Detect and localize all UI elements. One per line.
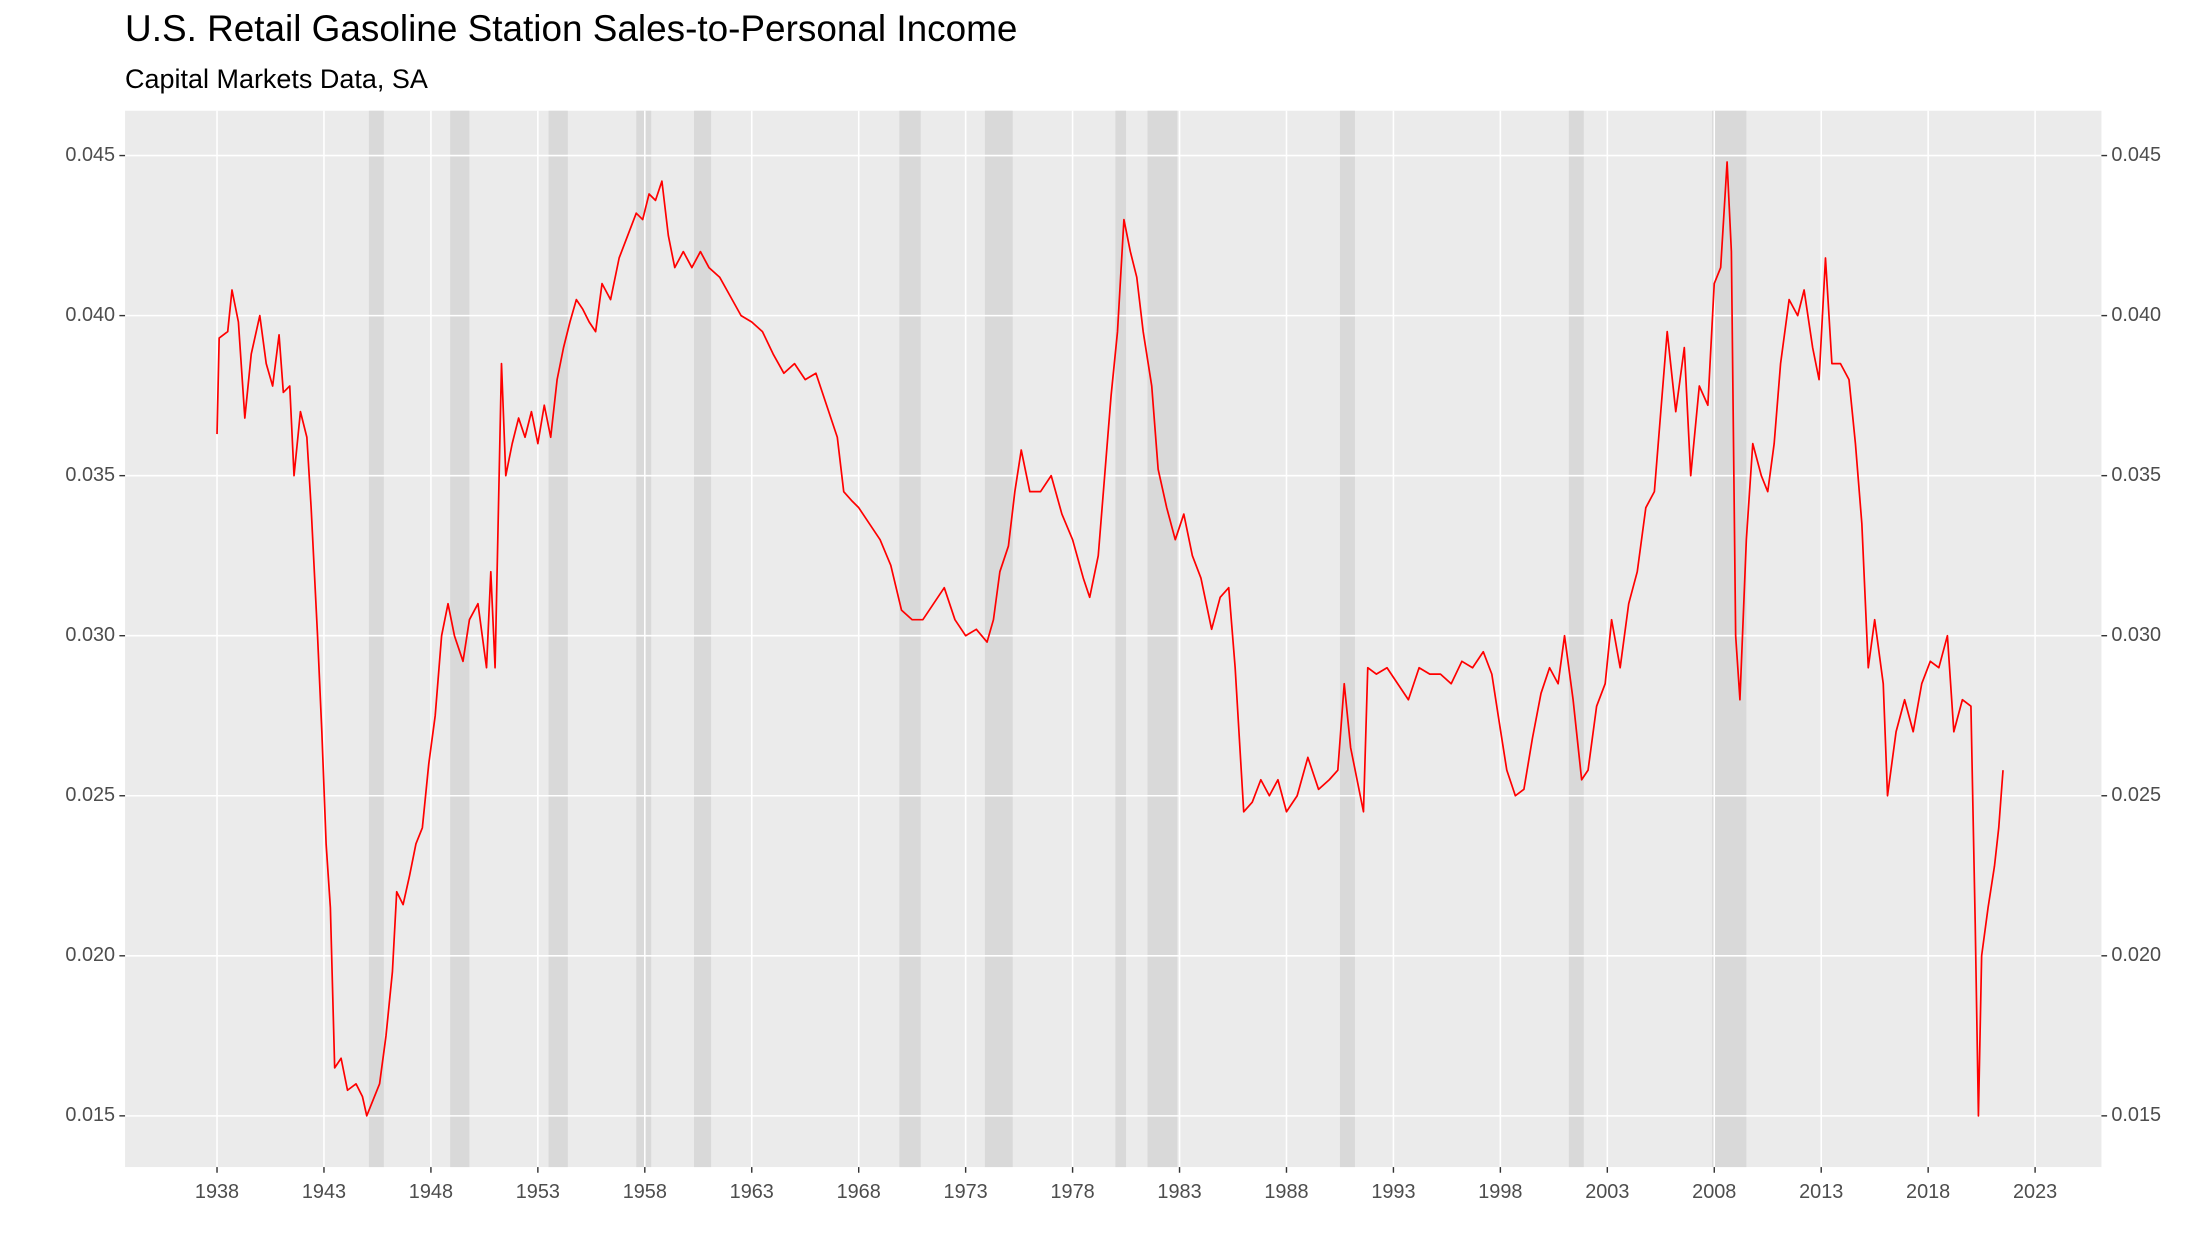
x-tick-label: 1993 xyxy=(1371,1181,1415,1203)
y-tick-label: 0.025 xyxy=(65,784,115,806)
chart-title: U.S. Retail Gasoline Station Sales-to-Pe… xyxy=(125,8,1017,49)
recession-band xyxy=(899,110,921,1168)
x-tick-label: 1998 xyxy=(1478,1181,1522,1203)
recession-band xyxy=(1712,110,1747,1168)
x-tick-label: 2013 xyxy=(1799,1181,1843,1203)
y-tick-label: 0.035 xyxy=(65,464,115,486)
y2-tick-label: 0.025 xyxy=(2111,784,2161,806)
y-tick-label: 0.045 xyxy=(65,144,115,166)
y2-tick-label: 0.045 xyxy=(2111,144,2161,166)
x-tick-label: 2003 xyxy=(1585,1181,1629,1203)
x-tick-label: 1983 xyxy=(1157,1181,1201,1203)
y-tick-label: 0.015 xyxy=(65,1104,115,1126)
x-tick-label: 1968 xyxy=(837,1181,881,1203)
x-tick-label: 1938 xyxy=(195,1181,239,1203)
x-tick-label: 1953 xyxy=(516,1181,560,1203)
x-tick-label: 2023 xyxy=(2013,1181,2057,1203)
x-tick-label: 2018 xyxy=(1906,1181,1950,1203)
recession-band xyxy=(450,110,470,1168)
recession-band xyxy=(1568,110,1584,1168)
recession-band xyxy=(984,110,1013,1168)
y-tick-label: 0.040 xyxy=(65,304,115,326)
recession-band xyxy=(1339,110,1355,1168)
recession-band xyxy=(368,110,384,1168)
x-tick-label: 1963 xyxy=(730,1181,774,1203)
x-tick-label: 1988 xyxy=(1264,1181,1308,1203)
x-tick-label: 1973 xyxy=(944,1181,988,1203)
recession-band xyxy=(548,110,568,1168)
x-tick-label: 2008 xyxy=(1692,1181,1736,1203)
recession-band xyxy=(694,110,712,1168)
x-tick-label: 1943 xyxy=(302,1181,346,1203)
y2-tick-label: 0.040 xyxy=(2111,304,2161,326)
plot-panel xyxy=(125,110,2102,1168)
y2-tick-label: 0.030 xyxy=(2111,624,2161,646)
y-tick-label: 0.030 xyxy=(65,624,115,646)
recession-band xyxy=(1115,110,1127,1168)
series-line xyxy=(216,161,2004,1117)
y2-tick-label: 0.015 xyxy=(2111,1104,2161,1126)
chart-subtitle: Capital Markets Data, SA xyxy=(125,64,428,94)
x-tick-label: 1948 xyxy=(409,1181,453,1203)
y2-tick-label: 0.020 xyxy=(2111,944,2161,966)
x-tick-label: 1978 xyxy=(1050,1181,1094,1203)
y-tick-label: 0.020 xyxy=(65,944,115,966)
x-tick-label: 1958 xyxy=(623,1181,667,1203)
recession-band xyxy=(636,110,652,1168)
recession-band xyxy=(1147,110,1178,1168)
y2-tick-label: 0.035 xyxy=(2111,464,2161,486)
